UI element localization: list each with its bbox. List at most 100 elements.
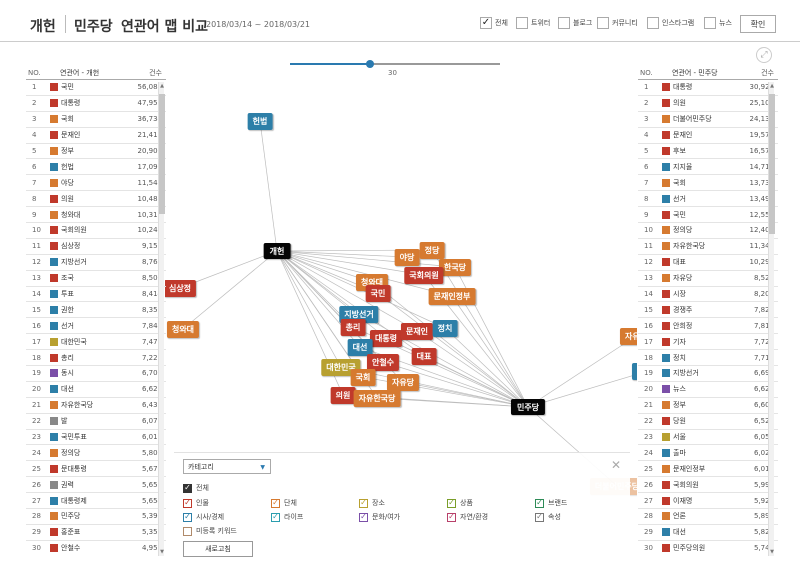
checkbox-twitter[interactable] <box>516 17 528 29</box>
keyword-node[interactable]: 문재인정부 <box>428 288 476 305</box>
table-row[interactable]: 11 심상정 9,150 <box>26 239 166 255</box>
keyword-node[interactable]: 국민 <box>365 285 391 302</box>
keyword-node[interactable]: 대표 <box>411 348 437 365</box>
legend-checkbox[interactable]: ✓ <box>183 512 192 522</box>
table-row[interactable]: 15 경쟁주 7,827 <box>638 302 778 319</box>
hub-node-minjoo[interactable]: 민주당 <box>510 399 546 415</box>
table-row[interactable]: 16 안희정 7,813 <box>638 318 778 335</box>
table-row[interactable]: 1 대통령 30,929 <box>638 80 778 96</box>
table-row[interactable]: 28 언론 5,893 <box>638 509 778 525</box>
legend-item[interactable]: ✓ 자연/환경 <box>447 512 488 522</box>
scroll-up-icon[interactable]: ▲ <box>770 83 774 89</box>
legend-checkbox[interactable]: ✓ <box>535 512 544 522</box>
legend-item[interactable]: ✓ 문화/여가 <box>359 512 400 522</box>
table-row[interactable]: 25 문재인정부 6,011 <box>638 461 778 478</box>
keyword-node[interactable]: 지지율 <box>631 363 637 380</box>
table-row[interactable]: 16 선거 7,840 <box>26 318 166 335</box>
confirm-button[interactable]: 확인 <box>740 15 776 33</box>
right-scroll-thumb[interactable] <box>769 94 775 234</box>
table-row[interactable]: 24 출마 6,029 <box>638 445 778 462</box>
keyword-node[interactable]: 문재인 <box>400 323 434 340</box>
table-row[interactable]: 4 문재인 21,412 <box>26 128 166 144</box>
table-row[interactable]: 19 지방선거 6,693 <box>638 366 778 382</box>
keyword-count-slider[interactable] <box>290 60 500 68</box>
checkbox-instagram[interactable] <box>647 17 659 29</box>
table-row[interactable]: 27 대통령제 5,654 <box>26 493 166 510</box>
table-row[interactable]: 30 안철수 4,957 <box>26 541 166 556</box>
legend-item[interactable]: ✓ 브랜드 <box>535 498 567 508</box>
legend-checkbox[interactable]: ✓ <box>447 512 456 522</box>
table-row[interactable]: 24 정의당 5,806 <box>26 445 166 462</box>
checkbox-all[interactable]: ✓ <box>480 17 492 29</box>
table-row[interactable]: 26 권력 5,656 <box>26 477 166 494</box>
checkbox-category-all[interactable]: ✓ <box>183 483 192 493</box>
keyword-node[interactable]: 대선 <box>347 339 373 356</box>
keyword-node[interactable]: 자유당 <box>619 328 637 345</box>
table-row[interactable]: 19 동시 6,701 <box>26 366 166 382</box>
legend-checkbox[interactable]: ✓ <box>447 498 456 508</box>
filter-twitter[interactable]: 트위터 <box>516 16 550 30</box>
filter-blog[interactable]: 블로그 <box>558 16 592 30</box>
keyword-node[interactable]: 의원 <box>330 387 356 404</box>
keyword-node[interactable]: 국회의원 <box>404 267 444 284</box>
filter-community[interactable]: 커뮤니티 <box>597 16 638 30</box>
table-row[interactable]: 20 대선 6,625 <box>26 382 166 398</box>
legend-checkbox[interactable] <box>183 526 192 536</box>
legend-checkbox[interactable]: ✓ <box>271 512 280 522</box>
table-row[interactable]: 9 국민 12,556 <box>638 207 778 224</box>
left-scroll-thumb[interactable] <box>159 94 165 214</box>
keyword-node[interactable]: 청와대 <box>166 321 200 338</box>
table-row[interactable]: 23 서울 6,050 <box>638 430 778 446</box>
table-row[interactable]: 18 정치 7,710 <box>638 350 778 367</box>
slider-handle[interactable] <box>365 60 374 68</box>
legend-all[interactable]: ✓ 전체 <box>183 483 209 493</box>
table-row[interactable]: 15 권한 8,350 <box>26 302 166 319</box>
table-row[interactable]: 22 발 6,073 <box>26 414 166 430</box>
table-row[interactable]: 21 자유한국당 6,433 <box>26 398 166 414</box>
table-row[interactable]: 7 국회 13,732 <box>638 175 778 192</box>
scroll-up-icon[interactable]: ▲ <box>160 83 164 89</box>
table-row[interactable]: 12 대표 10,291 <box>638 255 778 271</box>
legend-item[interactable]: ✓ 속성 <box>535 512 561 522</box>
legend-item[interactable]: ✓ 인물 <box>183 498 209 508</box>
legend-item[interactable]: ✓ 장소 <box>359 498 385 508</box>
table-row[interactable]: 6 지지율 14,711 <box>638 159 778 176</box>
keyword-node[interactable]: 총리 <box>340 319 366 336</box>
table-row[interactable]: 23 국민투표 6,012 <box>26 430 166 446</box>
legend-checkbox[interactable]: ✓ <box>359 498 368 508</box>
keyword-node[interactable]: 정치 <box>432 320 458 337</box>
checkbox-community[interactable] <box>597 17 609 29</box>
table-row[interactable]: 29 홍준표 5,356 <box>26 525 166 541</box>
table-row[interactable]: 10 정의당 12,409 <box>638 223 778 239</box>
table-row[interactable]: 25 문대통령 5,675 <box>26 461 166 478</box>
table-row[interactable]: 17 대한민국 7,477 <box>26 334 166 351</box>
scroll-down-icon[interactable]: ▼ <box>770 549 774 555</box>
left-scrollbar[interactable]: ▲ ▼ <box>158 82 165 556</box>
expand-icon[interactable]: ⤢ <box>756 47 772 63</box>
keyword-node[interactable]: 한국당 <box>438 259 472 276</box>
table-row[interactable]: 8 의원 10,480 <box>26 191 166 208</box>
table-row[interactable]: 10 국회의원 10,242 <box>26 223 166 239</box>
table-row[interactable]: 2 대통령 47,953 <box>26 96 166 112</box>
legend-checkbox[interactable]: ✓ <box>359 512 368 522</box>
table-row[interactable]: 7 야당 11,543 <box>26 175 166 192</box>
table-row[interactable]: 21 정부 6,604 <box>638 398 778 414</box>
keyword-node[interactable]: 지방선거 <box>339 306 379 323</box>
legend-checkbox[interactable]: ✓ <box>271 498 280 508</box>
table-row[interactable]: 26 국회의원 5,999 <box>638 477 778 494</box>
table-row[interactable]: 6 헌법 17,090 <box>26 159 166 176</box>
table-row[interactable]: 30 민주당의원 5,742 <box>638 541 778 556</box>
table-row[interactable]: 2 의원 25,106 <box>638 96 778 112</box>
table-row[interactable]: 28 민주당 5,393 <box>26 509 166 525</box>
legend-checkbox[interactable]: ✓ <box>535 498 544 508</box>
table-row[interactable]: 13 조국 8,503 <box>26 271 166 287</box>
table-row[interactable]: 4 문재인 19,576 <box>638 128 778 144</box>
legend-item[interactable]: ✓ 상품 <box>447 498 473 508</box>
legend-item[interactable]: 미등록 키워드 <box>183 526 237 536</box>
scroll-down-icon[interactable]: ▼ <box>160 549 164 555</box>
keyword-node[interactable]: 헌법 <box>247 113 273 130</box>
right-scrollbar[interactable]: ▲ ▼ <box>768 82 775 556</box>
close-icon[interactable]: ✕ <box>611 458 622 472</box>
legend-item[interactable]: ✓ 단체 <box>271 498 297 508</box>
table-row[interactable]: 22 당원 6,524 <box>638 414 778 430</box>
